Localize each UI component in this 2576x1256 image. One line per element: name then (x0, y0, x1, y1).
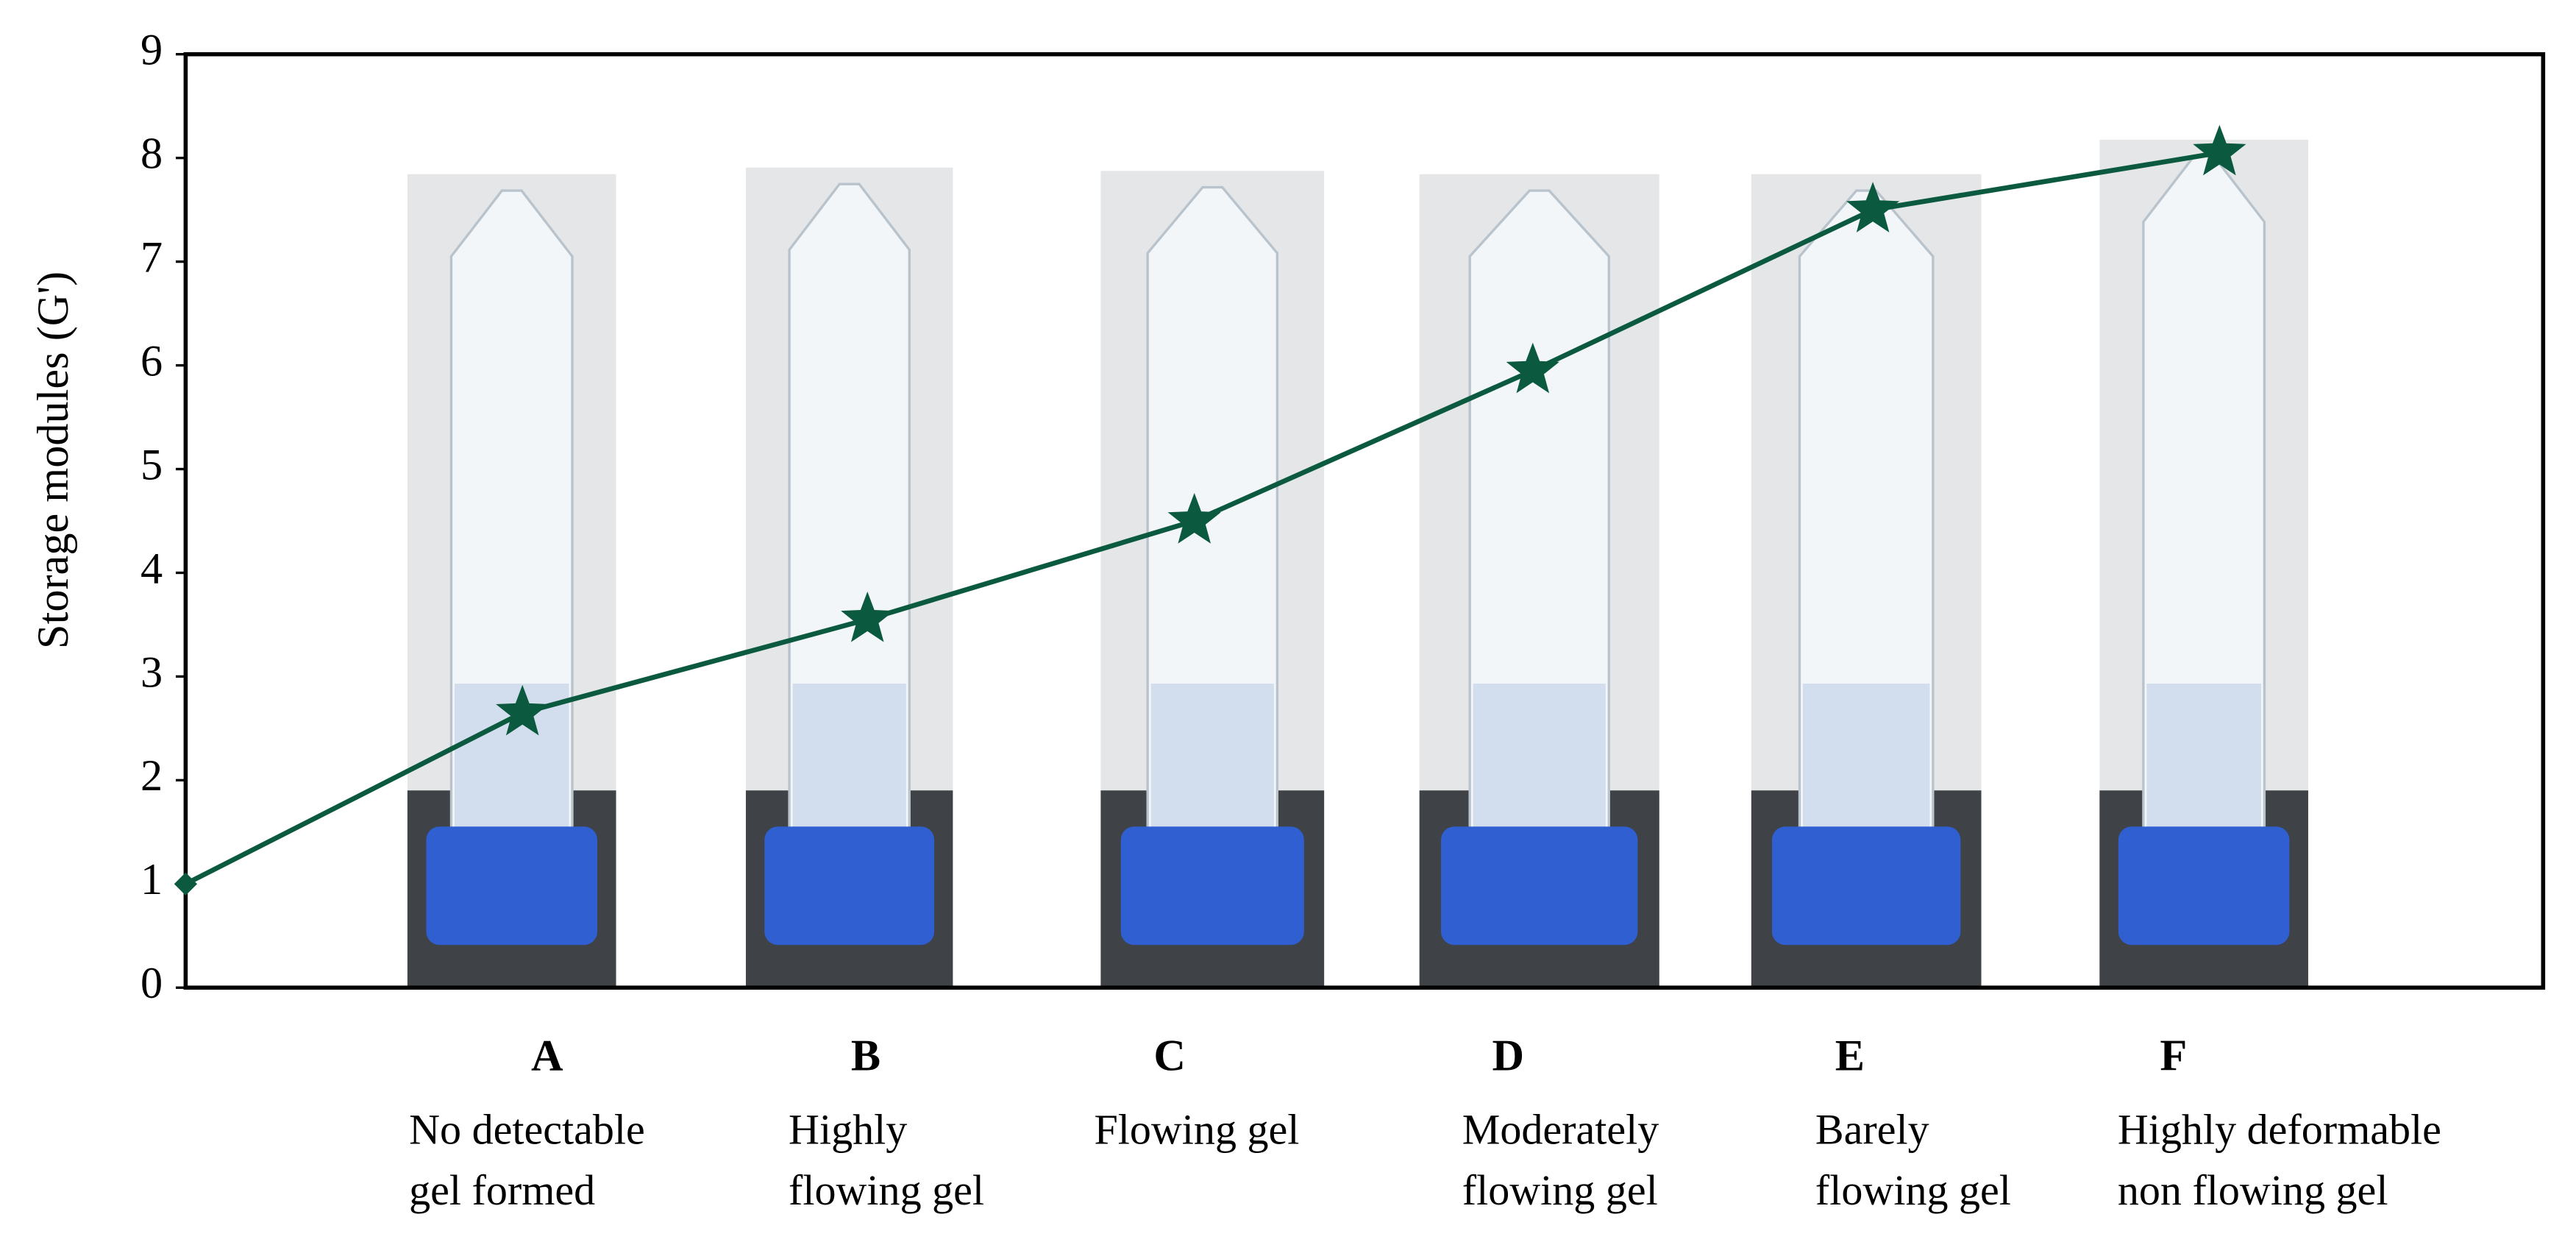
y-tick-label: 7 (140, 233, 163, 282)
category-description: Highly deformable (2118, 1105, 2441, 1153)
x-category-label: E (1835, 1031, 1865, 1080)
x-category-label: D (1492, 1031, 1525, 1080)
tube-cap (1120, 826, 1304, 945)
plot-frame (183, 52, 2546, 990)
category-description: flowing gel (1462, 1166, 1658, 1214)
y-tick-label: 1 (140, 855, 163, 904)
category-description: Barely (1815, 1105, 1929, 1153)
data-marker (841, 591, 894, 642)
tube-liquid (2146, 684, 2261, 832)
category-description: flowing gel (1815, 1166, 2011, 1214)
data-marker (2193, 124, 2246, 176)
y-tick-label: 6 (140, 336, 163, 386)
y-tick-label: 5 (140, 440, 163, 489)
y-tick-label: 4 (140, 544, 163, 593)
tube-cap (764, 826, 935, 945)
tube-liquid (1150, 684, 1274, 832)
tube-liquid (1473, 684, 1606, 832)
category-description: Moderately (1462, 1105, 1659, 1153)
x-category-label: F (2160, 1031, 2187, 1080)
x-category-label: C (1153, 1031, 1186, 1080)
data-marker (174, 872, 198, 895)
x-category-label: A (531, 1031, 563, 1080)
data-marker (1846, 182, 1900, 233)
category-description: flowing gel (789, 1166, 984, 1214)
tube-cap (2118, 826, 2290, 945)
y-tick-label: 8 (140, 129, 163, 178)
category-description: Highly (789, 1105, 907, 1153)
photo-layer (407, 139, 2308, 988)
tube-liquid (792, 684, 906, 832)
data-marker (1167, 493, 1221, 544)
category-description: Flowing gel (1094, 1105, 1299, 1153)
category-description: No detectable (409, 1105, 645, 1153)
data-marker (496, 684, 549, 736)
y-tick-label: 2 (140, 751, 163, 801)
tube-cap (426, 826, 598, 945)
tube-cap (1771, 826, 1961, 945)
x-category-label: B (851, 1031, 880, 1080)
y-tick-label: 9 (140, 26, 163, 75)
y-tick-label: 3 (140, 647, 163, 697)
y-axis-label: Storage modules (G') (29, 272, 78, 649)
y-tick-label: 0 (140, 959, 163, 1008)
tube-liquid (1802, 684, 1930, 832)
data-marker (1506, 342, 1559, 394)
category-description: gel formed (409, 1166, 595, 1214)
tube-cap (1441, 826, 1638, 945)
category-description: non flowing gel (2118, 1166, 2388, 1214)
